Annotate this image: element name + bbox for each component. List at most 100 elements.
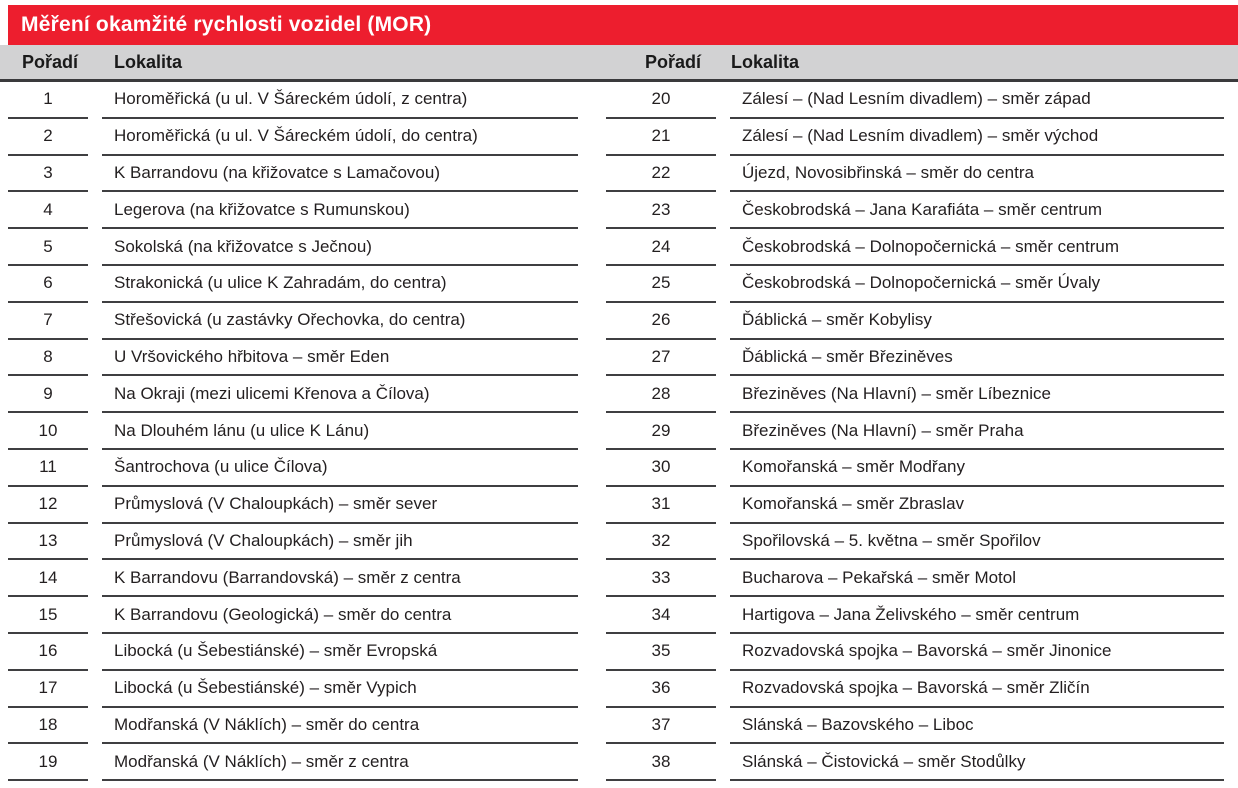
table-row: 6 Strakonická (u ulice K Zahradám, do cen… — [8, 266, 578, 303]
column-header-locality-right: Lokalita — [731, 52, 800, 72]
column-header-order-right: Pořadí — [645, 52, 702, 72]
order-cell: 38 — [606, 744, 716, 782]
order-cell: 1 — [8, 82, 88, 119]
locality-cell: Českobrodská – Jana Karafiáta – směr cen… — [730, 192, 1224, 230]
locality-cell: Újezd, Novosibřinská – směr do centra — [730, 156, 1224, 193]
order-cell: 28 — [606, 376, 716, 414]
order-cell: 24 — [606, 229, 716, 266]
locality-cell: Horoměřická (u ul. V Šáreckém údolí, z c… — [102, 82, 578, 119]
order-cell: 3 — [8, 156, 88, 193]
order-cell: 31 — [606, 487, 716, 524]
table-row: 12 Průmyslová (V Chaloupkách) – směr seve… — [8, 487, 578, 524]
table-row: 16 Libocká (u Šebestiánské) – směr Evrops… — [8, 634, 578, 671]
locality-cell: Šantrochova (u ulice Čílova) — [102, 450, 578, 487]
order-cell: 13 — [8, 524, 88, 561]
locality-cell: Strakonická (u ulice K Zahradám, do cent… — [102, 266, 578, 303]
order-cell: 33 — [606, 560, 716, 598]
locality-cell: Slánská – Bazovského – Liboc — [730, 708, 1224, 745]
table-row: 28 Březiněves (Na Hlavní) – směr Líbeznic… — [606, 376, 1224, 414]
locality-cell: Horoměřická (u ul. V Šáreckém údolí, do … — [102, 119, 578, 156]
locality-cell: Březiněves (Na Hlavní) – směr Líbeznice — [730, 376, 1224, 414]
table-row: 32 Spořilovská – 5. května – směr Spořilo… — [606, 524, 1224, 561]
table-row: 35 Rozvadovská spojka – Bavorská – směr J… — [606, 634, 1224, 671]
table-row: 23 Českobrodská – Jana Karafiáta – směr c… — [606, 192, 1224, 230]
locality-cell: K Barrandovu (Geologická) – směr do cent… — [102, 597, 578, 634]
table-row: 30 Komořanská – směr Modřany — [606, 450, 1224, 487]
order-cell: 19 — [8, 744, 88, 782]
order-cell: 35 — [606, 634, 716, 671]
order-cell: 7 — [8, 303, 88, 340]
table-row: 9 Na Okraji (mezi ulicemi Křenova a Čílov… — [8, 376, 578, 414]
table-row: 19 Modřanská (V Náklích) – směr z centra — [8, 744, 578, 782]
column-header-locality-left: Lokalita — [114, 52, 183, 72]
order-cell: 34 — [606, 597, 716, 634]
locality-cell: Rozvadovská spojka – Bavorská – směr Zli… — [730, 671, 1224, 708]
table-row: 3 K Barrandovu (na křižovatce s Lamačovou… — [8, 156, 578, 193]
table-row: 8 U Vršovického hřbitova – směr Eden — [8, 340, 578, 377]
order-cell: 2 — [8, 119, 88, 156]
table-header-row: Pořadí Lokalita Pořadí Lokalita — [0, 45, 1238, 82]
order-cell: 37 — [606, 708, 716, 745]
locality-cell: Zálesí – (Nad Lesním divadlem) – směr zá… — [730, 82, 1224, 119]
order-cell: 6 — [8, 266, 88, 303]
order-cell: 29 — [606, 413, 716, 450]
order-cell: 16 — [8, 634, 88, 671]
table-row: 31 Komořanská – směr Zbraslav — [606, 487, 1224, 524]
locality-cell: Bucharova – Pekařská – směr Motol — [730, 560, 1224, 598]
order-cell: 11 — [8, 450, 88, 487]
table-row: 24 Českobrodská – Dolnopočernická – směr … — [606, 229, 1224, 266]
order-cell: 36 — [606, 671, 716, 708]
locality-cell: Na Dlouhém lánu (u ulice K Lánu) — [102, 413, 578, 450]
table-row: 10 Na Dlouhém lánu (u ulice K Lánu) — [8, 413, 578, 450]
order-cell: 32 — [606, 524, 716, 561]
locality-cell: Průmyslová (V Chaloupkách) – směr jih — [102, 524, 578, 561]
table-row: 14 K Barrandovu (Barrandovská) – směr z c… — [8, 560, 578, 598]
locality-cell: Libocká (u Šebestiánské) – směr Vypich — [102, 671, 578, 708]
order-cell: 30 — [606, 450, 716, 487]
locality-cell: Komořanská – směr Zbraslav — [730, 487, 1224, 524]
locality-cell: Modřanská (V Náklích) – směr z centra — [102, 744, 578, 782]
localities-table-left: 1 Horoměřická (u ul. V Šáreckém údolí, z … — [0, 82, 592, 782]
locality-cell: K Barrandovu (na křižovatce s Lamačovou) — [102, 156, 578, 193]
locality-cell: Střešovická (u zastávky Ořechovka, do ce… — [102, 303, 578, 340]
table-row: 29 Březiněves (Na Hlavní) – směr Praha — [606, 413, 1224, 450]
locality-cell: Rozvadovská spojka – Bavorská – směr Jin… — [730, 634, 1224, 671]
table-row: 38 Slánská – Čistovická – směr Stodůlky — [606, 744, 1224, 782]
locality-cell: Libocká (u Šebestiánské) – směr Evropská — [102, 634, 578, 671]
locality-cell: Modřanská (V Náklích) – směr do centra — [102, 708, 578, 745]
order-cell: 20 — [606, 82, 716, 119]
order-cell: 25 — [606, 266, 716, 303]
table-row: 18 Modřanská (V Náklích) – směr do centra — [8, 708, 578, 745]
order-cell: 27 — [606, 340, 716, 377]
order-cell: 8 — [8, 340, 88, 377]
table-row: 15 K Barrandovu (Geologická) – směr do ce… — [8, 597, 578, 634]
order-cell: 22 — [606, 156, 716, 193]
table-row: 5 Sokolská (na křižovatce s Ječnou) — [8, 229, 578, 266]
locality-cell: K Barrandovu (Barrandovská) – směr z cen… — [102, 560, 578, 598]
locality-cell: Březiněves (Na Hlavní) – směr Praha — [730, 413, 1224, 450]
table-row: 4 Legerova (na křižovatce s Rumunskou) — [8, 192, 578, 230]
column-header-order-left: Pořadí — [22, 52, 79, 72]
locality-cell: Průmyslová (V Chaloupkách) – směr sever — [102, 487, 578, 524]
order-cell: 26 — [606, 303, 716, 340]
locality-cell: Sokolská (na křižovatce s Ječnou) — [102, 229, 578, 266]
order-cell: 10 — [8, 413, 88, 450]
locality-cell: Slánská – Čistovická – směr Stodůlky — [730, 744, 1224, 782]
table-row: 37 Slánská – Bazovského – Liboc — [606, 708, 1224, 745]
order-cell: 14 — [8, 560, 88, 598]
table-row: 34 Hartigova – Jana Želivského – směr cen… — [606, 597, 1224, 634]
localities-table-right: 20 Zálesí – (Nad Lesním divadlem) – směr … — [592, 82, 1238, 782]
table-row: 21 Zálesí – (Nad Lesním divadlem) – směr … — [606, 119, 1224, 156]
order-cell: 12 — [8, 487, 88, 524]
order-cell: 18 — [8, 708, 88, 745]
table-row: 17 Libocká (u Šebestiánské) – směr Vypich — [8, 671, 578, 708]
locality-cell: Na Okraji (mezi ulicemi Křenova a Čílova… — [102, 376, 578, 414]
order-cell: 4 — [8, 192, 88, 230]
order-cell: 17 — [8, 671, 88, 708]
page-title: Měření okamžité rychlosti vozidel (MOR) — [21, 13, 432, 36]
table-row: 36 Rozvadovská spojka – Bavorská – směr Z… — [606, 671, 1224, 708]
order-cell: 9 — [8, 376, 88, 414]
order-cell: 23 — [606, 192, 716, 230]
table-row: 27 Ďáblická – směr Březiněves — [606, 340, 1224, 377]
